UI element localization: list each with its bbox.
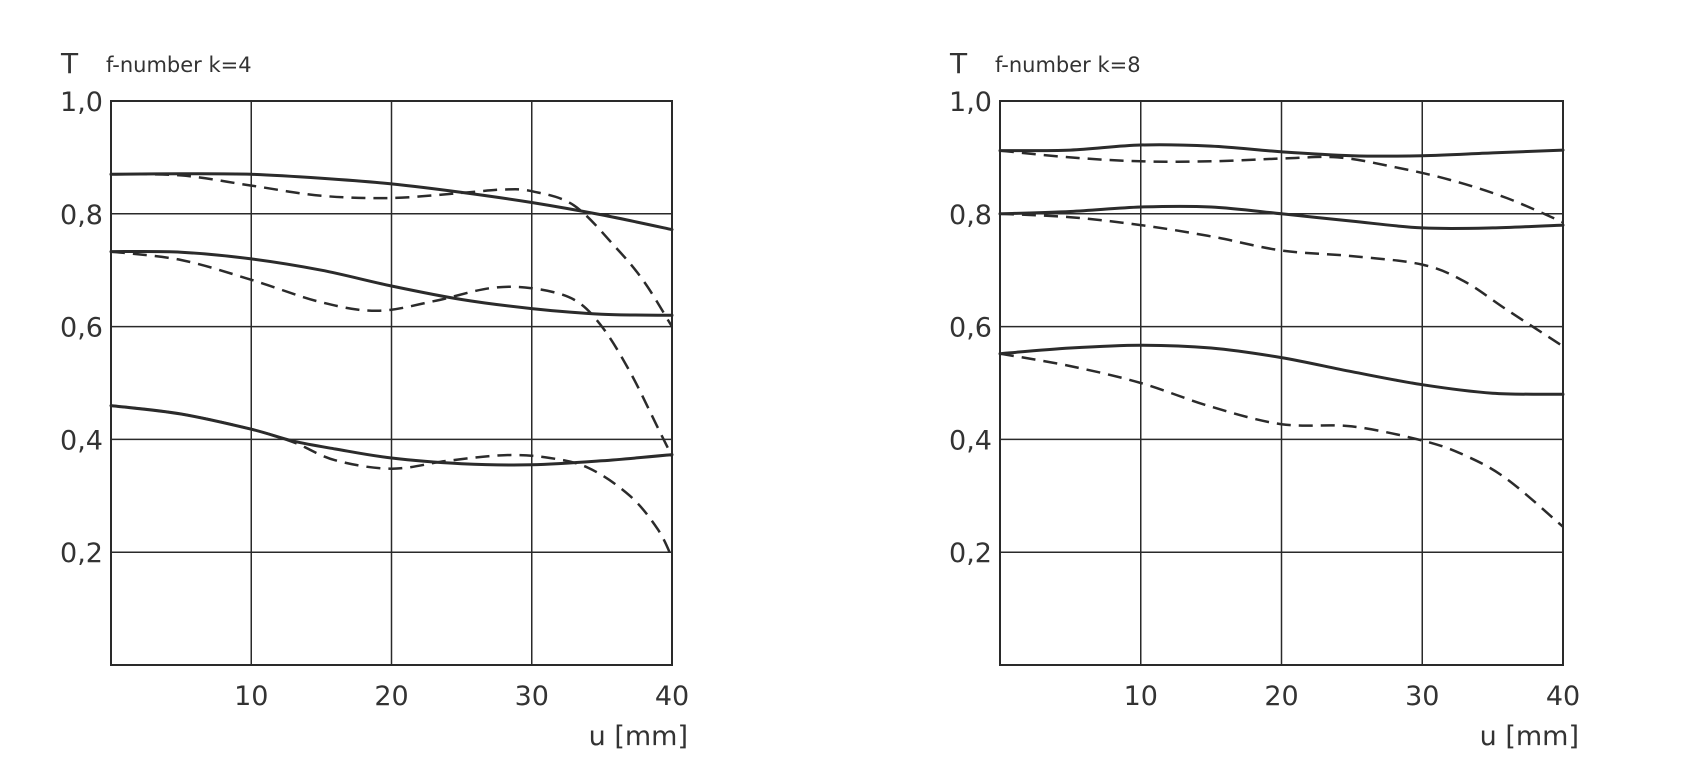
y-tick-label: 1,0 [60, 87, 103, 118]
x-tick-label: 30 [1405, 681, 1439, 712]
plot-frame [999, 100, 1564, 666]
plot-frame [110, 100, 673, 666]
y-axis-label: T [60, 47, 79, 80]
x-tick-label: 10 [1124, 681, 1158, 712]
x-tick-label: 10 [234, 681, 268, 712]
x-axis-label: u [mm] [589, 721, 688, 752]
series-line-4 [998, 343, 1565, 396]
y-tick-label: 0,8 [949, 200, 992, 231]
y-tick-label: 0,8 [60, 200, 103, 231]
chart-title: f-number k=4 [106, 53, 252, 77]
y-tick-label: 1,0 [949, 87, 992, 118]
y-tick-label: 0,4 [60, 425, 103, 456]
series-line-1 [999, 149, 1564, 224]
series-line-3 [999, 212, 1564, 348]
chart-title: f-number k=8 [995, 53, 1141, 77]
left-chart: 0,2 0,4 0,6 0,8 1,0 10 20 30 40 T f-number k=4 u [m… [60, 47, 689, 752]
y-tick-label: 0,4 [949, 425, 992, 456]
series-line-2 [998, 204, 1565, 231]
x-tick-label: 20 [1264, 681, 1298, 712]
y-tick-label: 0,2 [60, 538, 103, 569]
series-line-3 [110, 250, 674, 457]
y-tick-label: 0,2 [949, 538, 992, 569]
series-line-0 [109, 172, 674, 232]
right-chart: 0,2 0,4 0,6 0,8 1,0 10 20 30 40 T f-number k=8 u [m… [949, 47, 1580, 752]
series-line-0 [998, 143, 1565, 158]
series-line-5 [110, 404, 674, 559]
series-line-5 [999, 352, 1564, 528]
x-axis-label: u [mm] [1480, 721, 1579, 752]
x-tick-label: 30 [515, 681, 549, 712]
series-line-2 [109, 249, 674, 317]
x-tick-label: 40 [1546, 681, 1580, 712]
x-tick-label: 20 [374, 681, 408, 712]
series-line-1 [110, 172, 674, 328]
y-tick-label: 0,6 [949, 313, 992, 344]
y-tick-label: 0,6 [60, 313, 103, 344]
x-tick-label: 40 [655, 681, 689, 712]
y-axis-label: T [949, 47, 968, 80]
